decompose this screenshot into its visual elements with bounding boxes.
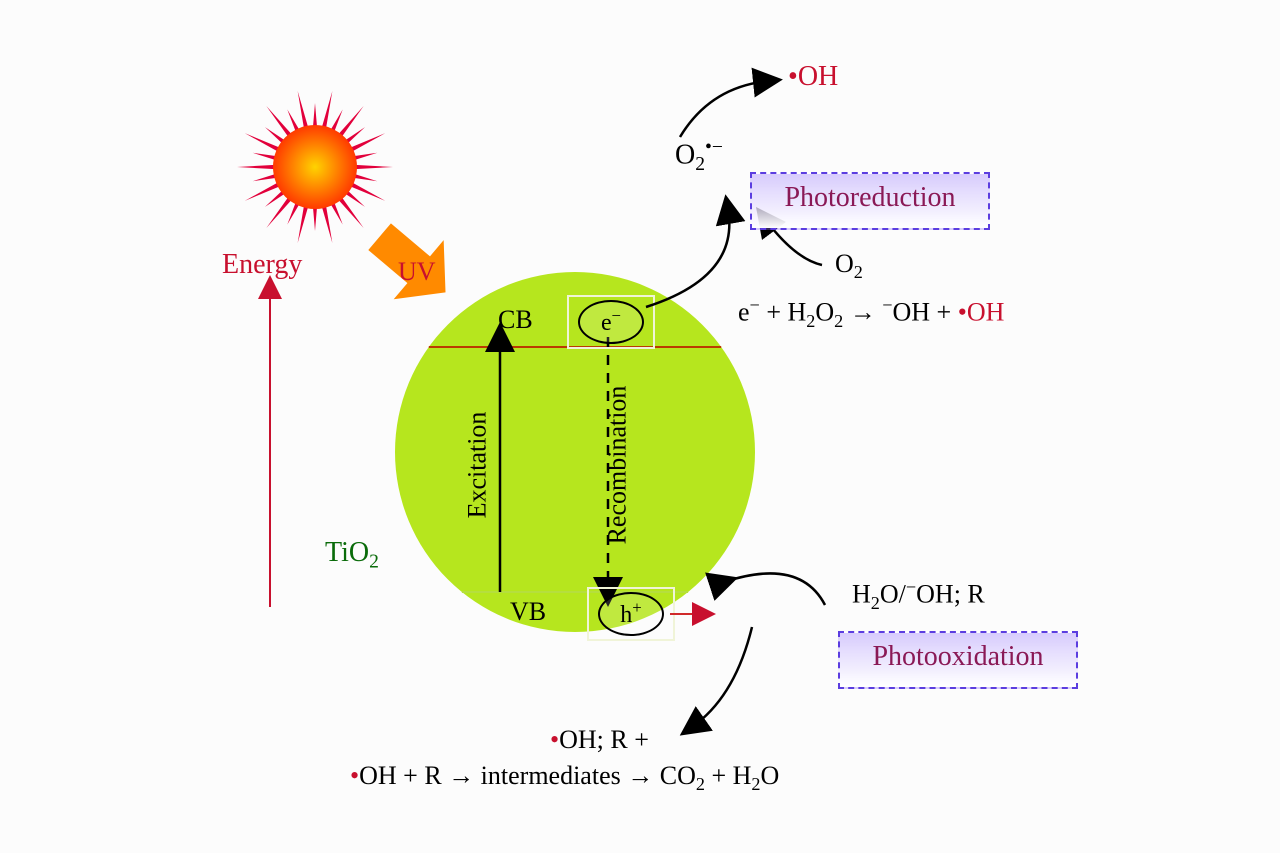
electron-label: e− <box>601 306 621 337</box>
o2-label: O2 <box>835 249 863 283</box>
reduction-equation: e− + H2O2 → −OH + •OH <box>738 295 1004 332</box>
oh-r-plus-label: •OH; R + <box>550 725 649 755</box>
mineralization-equation: •OH + R → intermediates → CO2 + H2O <box>350 761 779 795</box>
photocatalysis-diagram: e− h+ CB VB Energy UV TiO2 Excitation Re… <box>100 37 1180 817</box>
electron-ellipse: e− <box>578 300 644 344</box>
tio2-label: TiO2 <box>325 537 379 574</box>
photooxidation-box: Photooxidation <box>838 631 1078 689</box>
superoxide-label: O2•− <box>675 137 723 176</box>
recombination-label: Recombination <box>602 386 632 545</box>
photoreduction-label: Photoreduction <box>784 182 955 213</box>
photoreduction-box: Photoreduction <box>750 172 990 230</box>
energy-label: Energy <box>222 249 302 281</box>
hole-ellipse: h+ <box>598 592 664 636</box>
hole-label: h+ <box>620 598 641 629</box>
vb-label: VB <box>510 597 546 627</box>
excitation-label: Excitation <box>462 412 492 519</box>
cb-label: CB <box>498 305 533 335</box>
water-hydroxide-label: H2O/−OH; R <box>852 577 985 614</box>
oh-radical-top: •OH <box>788 61 838 93</box>
uv-label: UV <box>398 257 436 287</box>
photooxidation-label: Photooxidation <box>872 641 1043 672</box>
semiconductor-circle <box>395 272 755 632</box>
